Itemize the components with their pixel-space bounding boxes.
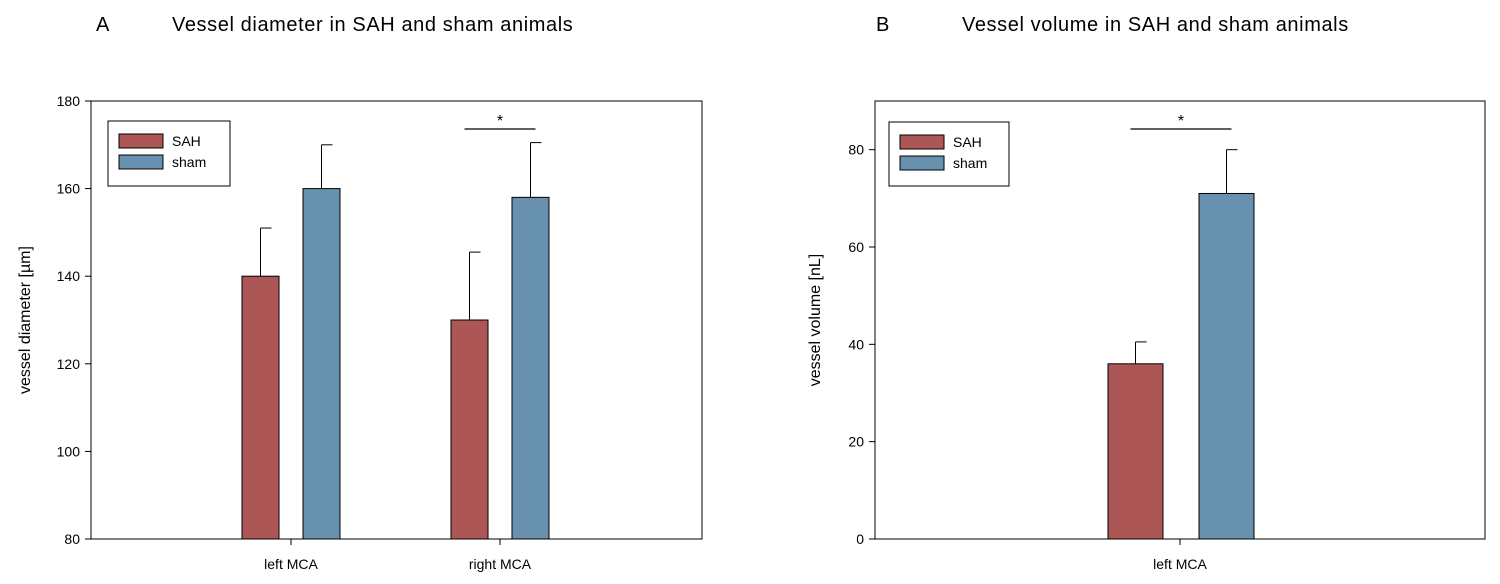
bar-sham-left-mca — [302, 188, 341, 540]
significance-star: * — [1178, 113, 1184, 130]
y-axis-label: vessel volume [nL] — [807, 254, 824, 387]
legend-label-sham: sham — [172, 154, 206, 170]
y-tick-label: 20 — [848, 434, 864, 450]
bar-sham-right-mca — [511, 196, 550, 540]
legend: SAH sham — [888, 121, 1010, 187]
panel-a-title: Vessel diameter in SAH and sham animals — [172, 14, 574, 36]
legend-swatch-sham — [899, 155, 945, 171]
y-tick-label: 100 — [57, 443, 81, 459]
legend-swatch-sah — [118, 133, 164, 149]
legend: SAH sham — [107, 120, 231, 187]
legend-box — [107, 120, 231, 187]
y-tick-label: 120 — [57, 356, 81, 372]
y-axis-label: vessel diameter [µm] — [17, 246, 34, 394]
panel-a-letter: A — [96, 14, 110, 36]
chart-panel-b: 0 20 40 60 80 vessel volume [nL] left MCA * SAH s… — [807, 100, 1486, 572]
panel-b-title: Vessel volume in SAH and sham animals — [962, 14, 1349, 36]
legend-label-sah: SAH — [953, 134, 982, 150]
y-tick-label: 80 — [848, 142, 864, 158]
legend-swatch-sah — [899, 134, 945, 150]
x-tick-label: left MCA — [264, 556, 318, 572]
bar-sah-left-mca — [1107, 363, 1164, 540]
y-tick-label: 60 — [848, 239, 864, 255]
y-tick-label: 180 — [57, 93, 81, 109]
y-tick-label: 40 — [848, 336, 864, 352]
y-tick-label: 80 — [64, 531, 80, 547]
bar-sah-left-mca — [241, 275, 280, 540]
y-tick-label: 160 — [57, 181, 81, 197]
panel-b-letter: B — [876, 14, 890, 36]
x-tick-label: right MCA — [469, 556, 532, 572]
y-tick-label: 0 — [856, 531, 864, 547]
legend-swatch-sham — [118, 154, 164, 170]
bar-sham-left-mca — [1198, 192, 1255, 540]
legend-label-sham: sham — [953, 155, 987, 171]
legend-label-sah: SAH — [172, 133, 201, 149]
chart-panel-a: 80 100 120 140 160 180 vessel diameter [µm] lef… — [17, 93, 703, 572]
bar-sah-right-mca — [450, 319, 489, 540]
legend-box — [888, 121, 1010, 187]
x-tick-label: left MCA — [1153, 556, 1207, 572]
plot-frame — [90, 100, 703, 540]
significance-star: * — [497, 113, 503, 130]
y-tick-label: 140 — [57, 268, 81, 284]
